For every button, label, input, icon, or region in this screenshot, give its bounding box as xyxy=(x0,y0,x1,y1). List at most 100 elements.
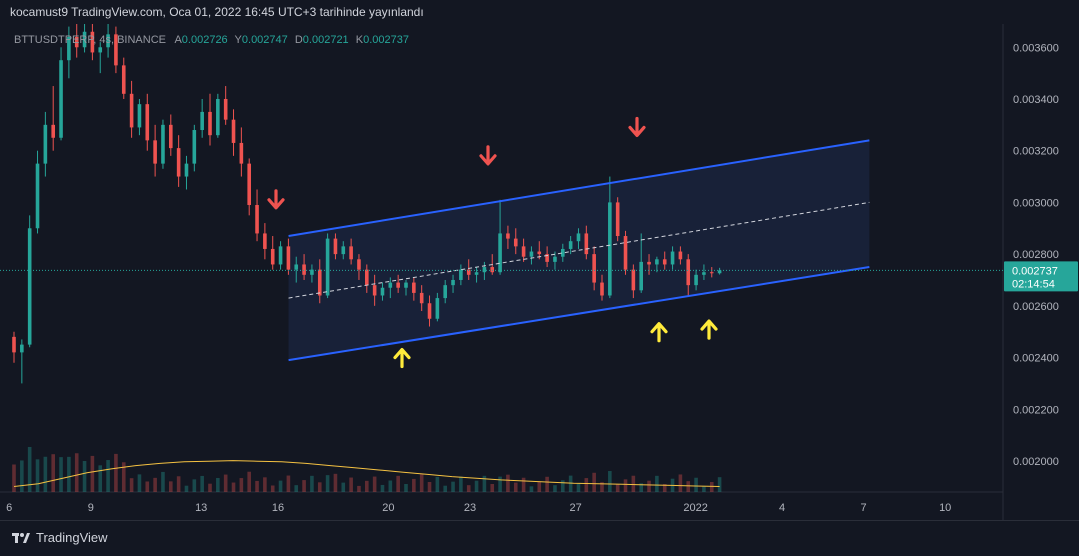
volume-bar xyxy=(98,465,103,492)
volume-bar xyxy=(545,476,549,492)
publish-info: kocamust9 TradingView.com, Oca 01, 2022 … xyxy=(0,0,1079,24)
volume-bar xyxy=(82,460,87,492)
candle-body xyxy=(51,124,55,138)
x-tick-label: 23 xyxy=(464,502,476,514)
candle-body xyxy=(35,163,40,229)
candle-body xyxy=(247,163,251,205)
y-tick-label: 0.003200 xyxy=(1013,146,1059,158)
candle-body xyxy=(553,256,557,262)
volume-bar xyxy=(513,482,518,492)
candle-body xyxy=(702,272,706,275)
volume-bar xyxy=(114,453,118,492)
volume-bar xyxy=(153,477,157,492)
volume-bar xyxy=(184,485,189,492)
candle-body xyxy=(263,233,267,249)
volume-bar xyxy=(537,481,542,492)
candle-body xyxy=(419,292,424,304)
candle-body xyxy=(443,285,447,299)
volume-bar xyxy=(435,476,440,492)
volume-bar xyxy=(302,480,306,492)
volume-bar xyxy=(639,483,643,492)
volume-bar xyxy=(239,478,244,492)
volume-bar xyxy=(200,475,204,492)
candle-body xyxy=(161,124,165,164)
y-tick-label: 0.002600 xyxy=(1013,301,1059,313)
candle-body xyxy=(59,60,63,138)
volume-bar xyxy=(662,483,667,492)
candle-body xyxy=(709,272,714,274)
y-tick-label: 0.003600 xyxy=(1013,42,1059,54)
volume-bar xyxy=(474,480,479,492)
volume-bar xyxy=(404,483,408,492)
x-tick-label: 10 xyxy=(939,502,951,514)
volume-bar xyxy=(482,475,487,492)
arrow-up-icon xyxy=(393,347,411,369)
y-tick-label: 0.003000 xyxy=(1013,197,1059,209)
candle-body xyxy=(216,98,220,136)
volume-ma-line xyxy=(13,460,720,487)
y-tick-label: 0.002800 xyxy=(1013,249,1059,261)
legend-open-label: A xyxy=(174,34,182,46)
y-tick-label: 0.002200 xyxy=(1013,404,1059,416)
candle-body xyxy=(349,246,353,260)
candle-body xyxy=(584,233,589,255)
candle-body xyxy=(357,259,361,270)
volume-bar xyxy=(419,474,424,492)
volume-bar xyxy=(655,475,659,492)
candle-body xyxy=(592,254,596,283)
volume-bar xyxy=(380,484,385,492)
arrow-down-icon xyxy=(267,189,285,210)
volume-bar xyxy=(615,484,620,492)
candle-body xyxy=(27,228,32,345)
brand[interactable]: TradingView xyxy=(12,530,108,545)
volume-bar xyxy=(67,456,71,492)
price-chart[interactable]: 0.003600 0.003400 0.003200 0.003000 0.002800… xyxy=(0,24,1079,520)
volume-bar xyxy=(74,453,79,492)
x-tick-label: 4 xyxy=(779,502,785,514)
volume-bar xyxy=(686,481,691,492)
volume-bar xyxy=(137,474,142,492)
candle-body xyxy=(270,248,275,265)
price-badge-price: 0.002737 xyxy=(1012,265,1058,277)
volume-bar xyxy=(529,486,534,492)
x-tick-label: 13 xyxy=(195,502,207,514)
arrow-up-icon xyxy=(700,319,718,340)
legend-open: 0.002726 xyxy=(181,34,228,46)
candle-body xyxy=(176,148,181,177)
volume-bar xyxy=(427,481,432,492)
volume-bar xyxy=(286,475,291,492)
candle-body xyxy=(333,238,338,255)
volume-bar xyxy=(631,475,636,492)
volume-bar xyxy=(584,478,589,492)
candle-body xyxy=(662,259,667,265)
candle-body xyxy=(427,303,432,319)
candle-body xyxy=(576,233,581,242)
candle-body xyxy=(121,65,126,94)
candle-body xyxy=(388,282,393,288)
channel-lower-line xyxy=(288,266,870,362)
candle-body xyxy=(278,246,283,265)
volume-bar xyxy=(576,483,581,492)
candle-body xyxy=(372,285,377,296)
candle-body xyxy=(521,246,526,257)
candle-body xyxy=(192,130,197,164)
candle-body xyxy=(568,241,573,249)
candle-body xyxy=(615,202,620,237)
candle-body xyxy=(537,251,542,255)
volume-bar xyxy=(388,480,393,492)
candle-body xyxy=(623,236,628,270)
candle-body xyxy=(686,259,691,286)
candle-body xyxy=(608,202,612,296)
candle-body xyxy=(412,282,416,293)
candle-body xyxy=(74,36,79,48)
volume-bar xyxy=(231,482,236,492)
volume-bar xyxy=(443,485,447,492)
legend-symbol: BTTUSDTPERP, 4s, BINANCE xyxy=(14,34,166,46)
volume-bar xyxy=(121,462,126,492)
candle-body xyxy=(365,269,369,286)
volume-bar xyxy=(294,485,299,492)
candle-body xyxy=(404,282,408,288)
volume-bar xyxy=(270,485,275,492)
price-badge xyxy=(1004,261,1078,292)
candle-body xyxy=(451,279,455,286)
